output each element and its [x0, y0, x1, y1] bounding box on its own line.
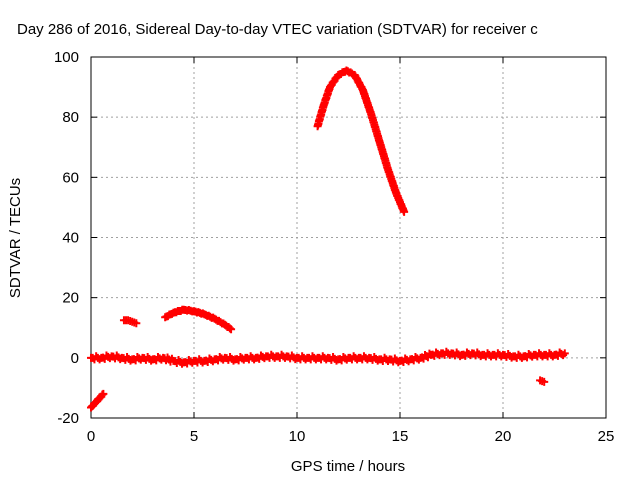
y-tick-label: 0: [71, 350, 79, 367]
data-point: [132, 319, 141, 328]
tick-labels: 0 5 10 15 20 25 -20 0 20 40 60 80 100: [54, 49, 614, 445]
ticks: [90, 56, 607, 419]
y-tick-label: 40: [62, 230, 79, 247]
x-axis-label: GPS time / hours: [291, 458, 405, 475]
chart-title: Day 286 of 2016, Sidereal Day-to-day VTE…: [17, 21, 538, 38]
y-axis-label: SDTVAR / TECUs: [7, 178, 24, 298]
series-mid-arc: [161, 305, 236, 334]
x-tick-label: 20: [495, 428, 512, 445]
data-marks: [87, 66, 569, 412]
data-point: [99, 389, 108, 398]
series-early-arc: [119, 316, 141, 328]
data-point: [400, 207, 409, 216]
x-tick-label: 5: [190, 428, 198, 445]
y-tick-label: 80: [62, 109, 79, 126]
x-tick-label: 15: [392, 428, 409, 445]
x-tick-label: 10: [289, 428, 306, 445]
grid: [91, 57, 606, 418]
y-tick-label: 60: [62, 169, 79, 186]
data-point: [227, 325, 236, 334]
x-tick-label: 25: [598, 428, 615, 445]
y-tick-label: 100: [54, 49, 79, 66]
y-tick-label: 20: [62, 290, 79, 307]
series-late-dip: [536, 376, 549, 386]
series-peak-arc: [313, 66, 409, 216]
data-point: [540, 377, 549, 386]
data-point: [560, 349, 569, 358]
x-tick-label: 0: [87, 428, 95, 445]
y-tick-label: -20: [57, 410, 79, 427]
series-baseline: [87, 347, 569, 368]
series-low-start: [87, 389, 108, 412]
